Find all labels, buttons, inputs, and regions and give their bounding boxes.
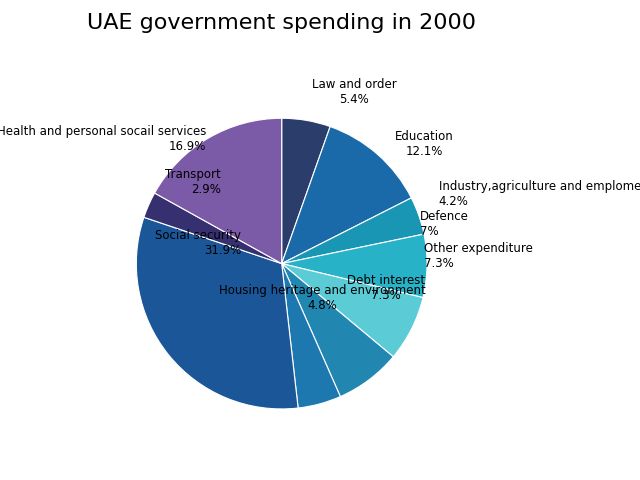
- Title: UAE government spending in 2000: UAE government spending in 2000: [87, 13, 476, 33]
- Wedge shape: [155, 118, 282, 264]
- Text: Health and personal socail services
16.9%: Health and personal socail services 16.9…: [0, 125, 206, 153]
- Text: Law and order
5.4%: Law and order 5.4%: [312, 78, 397, 106]
- Wedge shape: [136, 217, 298, 409]
- Text: Debt interest
7.3%: Debt interest 7.3%: [348, 274, 426, 302]
- Text: Industry,agriculture and emploment
4.2%: Industry,agriculture and emploment 4.2%: [438, 180, 640, 208]
- Wedge shape: [282, 127, 412, 264]
- Wedge shape: [282, 264, 340, 408]
- Text: Other expenditure
7.3%: Other expenditure 7.3%: [424, 242, 533, 270]
- Wedge shape: [282, 118, 330, 264]
- Wedge shape: [282, 264, 393, 396]
- Wedge shape: [282, 198, 424, 264]
- Text: Education
12.1%: Education 12.1%: [395, 131, 454, 158]
- Wedge shape: [282, 264, 423, 357]
- Wedge shape: [282, 234, 427, 298]
- Text: Social security
31.9%: Social security 31.9%: [155, 229, 241, 257]
- Text: Defence
7%: Defence 7%: [420, 210, 468, 239]
- Text: Transport
2.9%: Transport 2.9%: [165, 168, 221, 196]
- Text: Housing heritage and environment
4.8%: Housing heritage and environment 4.8%: [219, 285, 426, 312]
- Wedge shape: [144, 193, 282, 264]
